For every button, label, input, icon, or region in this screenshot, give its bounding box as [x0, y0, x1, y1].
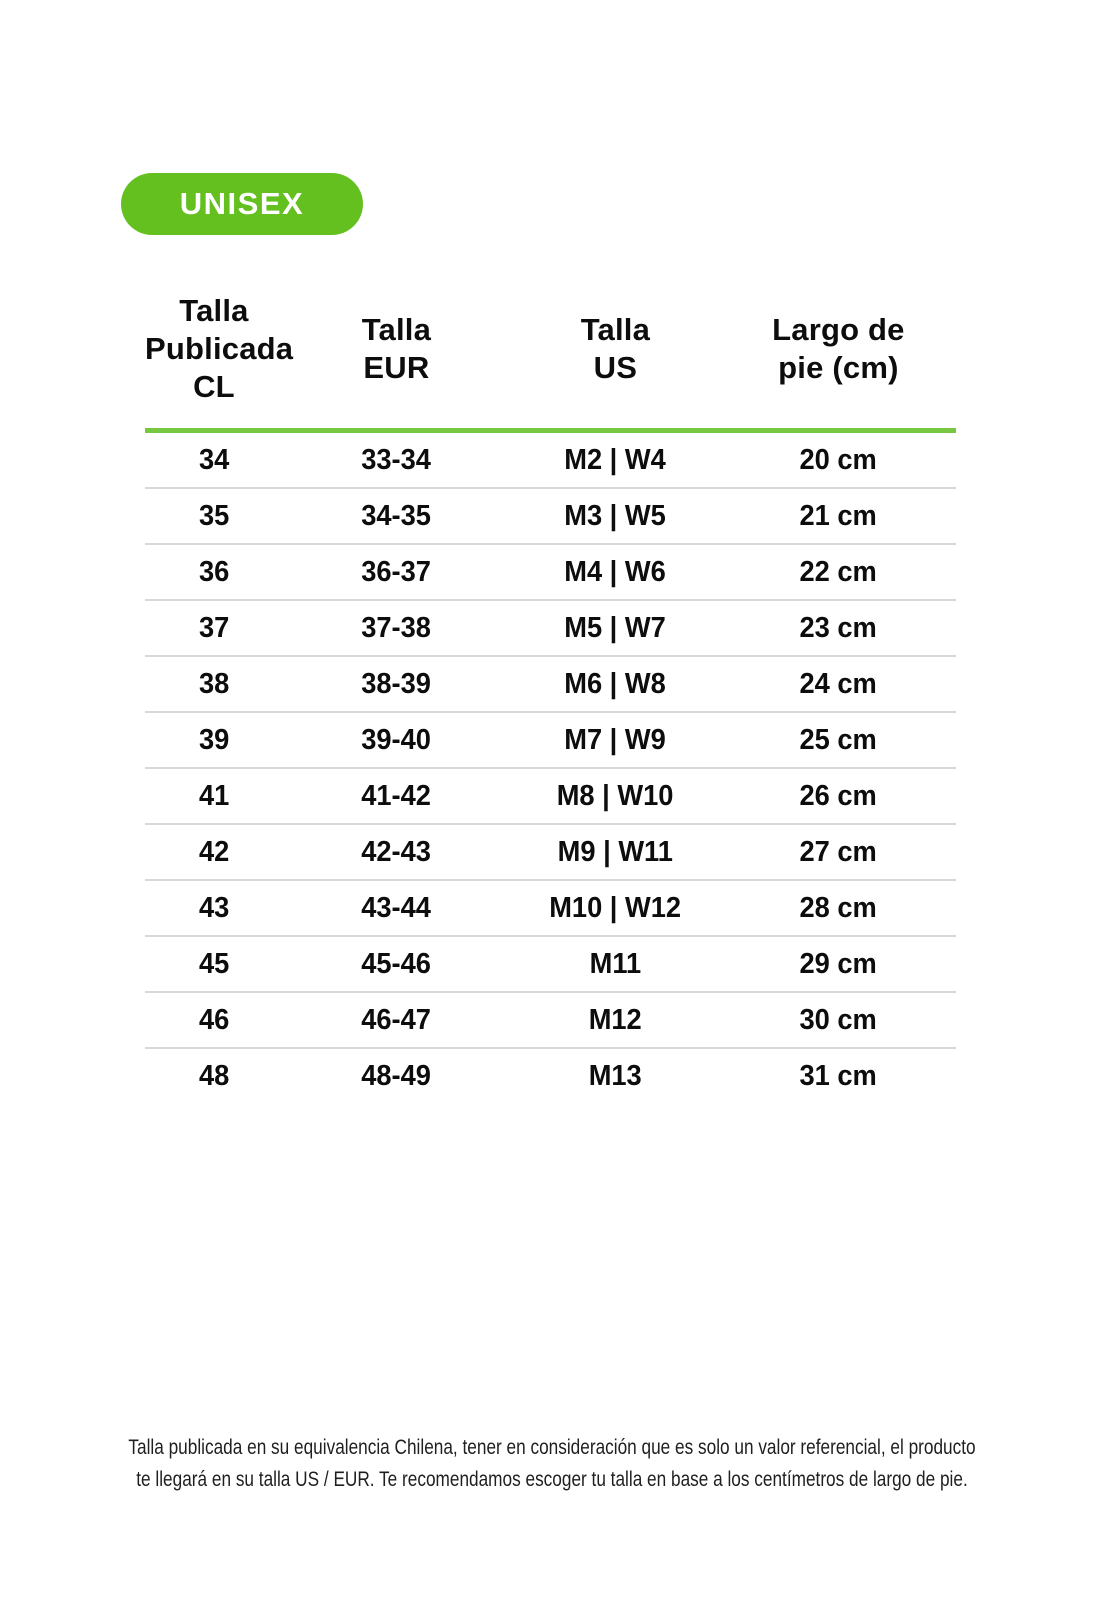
cell-talla-eur: 34-35: [361, 499, 432, 532]
cell-talla-us: M4 | W6: [564, 555, 667, 588]
cell-talla-cl: 39: [198, 723, 230, 756]
cell-largo-pie: 26 cm: [799, 779, 878, 812]
cell-talla-us: M8 | W10: [557, 779, 674, 812]
size-conversion-table: Talla Publicada CL Talla EUR Talla US La…: [145, 270, 956, 1103]
cell-largo-pie: 24 cm: [799, 667, 878, 700]
cell-talla-eur: 39-40: [361, 723, 432, 756]
cell-largo-pie: 27 cm: [799, 835, 878, 868]
cell-talla-us: M9 | W11: [557, 835, 673, 868]
table-header-row: Talla Publicada CL Talla EUR Talla US La…: [145, 270, 956, 433]
footnote-line-2: te llegará en su talla US / EUR. Te reco…: [136, 1467, 968, 1491]
table-row: 37 37-38 M5 | W7 23 cm: [145, 599, 956, 655]
cell-talla-cl: 41: [198, 779, 230, 812]
cell-talla-cl: 37: [198, 611, 230, 644]
cell-largo-pie: 30 cm: [799, 1003, 878, 1036]
table-row: 48 48-49 M13 31 cm: [145, 1047, 956, 1103]
cell-talla-us: M13: [588, 1059, 642, 1092]
table-row: 34 33-34 M2 | W4 20 cm: [145, 433, 956, 487]
cell-talla-cl: 46: [198, 1003, 230, 1036]
table-row: 42 42-43 M9 | W11 27 cm: [145, 823, 956, 879]
cell-talla-us: M12: [588, 1003, 642, 1036]
cell-talla-eur: 36-37: [361, 555, 432, 588]
cell-largo-pie: 28 cm: [799, 891, 878, 924]
cell-talla-us: M10 | W12: [549, 891, 682, 924]
cell-talla-eur: 43-44: [361, 891, 432, 924]
cell-talla-us: M11: [589, 947, 642, 980]
column-header-largo-de-pie: Largo de pie (cm): [772, 312, 905, 385]
table-row: 45 45-46 M11 29 cm: [145, 935, 956, 991]
cell-largo-pie: 21 cm: [799, 499, 878, 532]
cell-talla-us: M7 | W9: [564, 723, 667, 756]
cell-largo-pie: 23 cm: [799, 611, 878, 644]
cell-talla-us: M6 | W8: [564, 667, 667, 700]
cell-talla-us: M3 | W5: [564, 499, 667, 532]
table-row: 38 38-39 M6 | W8 24 cm: [145, 655, 956, 711]
cell-talla-eur: 45-46: [361, 947, 432, 980]
cell-talla-eur: 33-34: [361, 443, 432, 476]
cell-talla-cl: 35: [198, 499, 230, 532]
cell-talla-eur: 46-47: [361, 1003, 432, 1036]
cell-talla-eur: 41-42: [361, 779, 432, 812]
table-row: 46 46-47 M12 30 cm: [145, 991, 956, 1047]
footnote-line-1: Talla publicada en su equivalencia Chile…: [128, 1436, 976, 1459]
column-header-talla-eur: Talla EUR: [361, 312, 432, 385]
cell-talla-eur: 38-39: [361, 667, 432, 700]
cell-talla-cl: 48: [198, 1059, 230, 1092]
table-row: 35 34-35 M3 | W5 21 cm: [145, 487, 956, 543]
cell-largo-pie: 25 cm: [799, 723, 878, 756]
unisex-badge: UNISEX: [121, 173, 363, 235]
cell-talla-cl: 42: [198, 835, 230, 868]
cell-talla-us: M2 | W4: [564, 443, 667, 476]
table-row: 43 43-44 M10 | W12 28 cm: [145, 879, 956, 935]
table-row: 41 41-42 M8 | W10 26 cm: [145, 767, 956, 823]
cell-talla-eur: 37-38: [361, 611, 432, 644]
cell-talla-cl: 38: [198, 667, 230, 700]
cell-talla-us: M5 | W7: [564, 611, 667, 644]
cell-talla-cl: 45: [198, 947, 230, 980]
table-body: 34 33-34 M2 | W4 20 cm 35 34-35 M3 | W5 …: [145, 433, 956, 1103]
cell-talla-eur: 42-43: [361, 835, 432, 868]
column-header-talla-us: Talla US: [580, 312, 651, 385]
cell-largo-pie: 20 cm: [799, 443, 878, 476]
column-header-talla-publicada-cl: Talla Publicada CL: [145, 293, 294, 404]
cell-largo-pie: 22 cm: [799, 555, 878, 588]
table-row: 39 39-40 M7 | W9 25 cm: [145, 711, 956, 767]
cell-talla-eur: 48-49: [361, 1059, 432, 1092]
cell-talla-cl: 43: [198, 891, 230, 924]
unisex-badge-label: UNISEX: [179, 186, 305, 221]
footnote: Talla publicada en su equivalencia Chile…: [0, 1432, 1104, 1496]
cell-talla-cl: 36: [198, 555, 230, 588]
cell-talla-cl: 34: [198, 443, 230, 476]
cell-largo-pie: 31 cm: [799, 1059, 878, 1092]
cell-largo-pie: 29 cm: [799, 947, 878, 980]
table-row: 36 36-37 M4 | W6 22 cm: [145, 543, 956, 599]
